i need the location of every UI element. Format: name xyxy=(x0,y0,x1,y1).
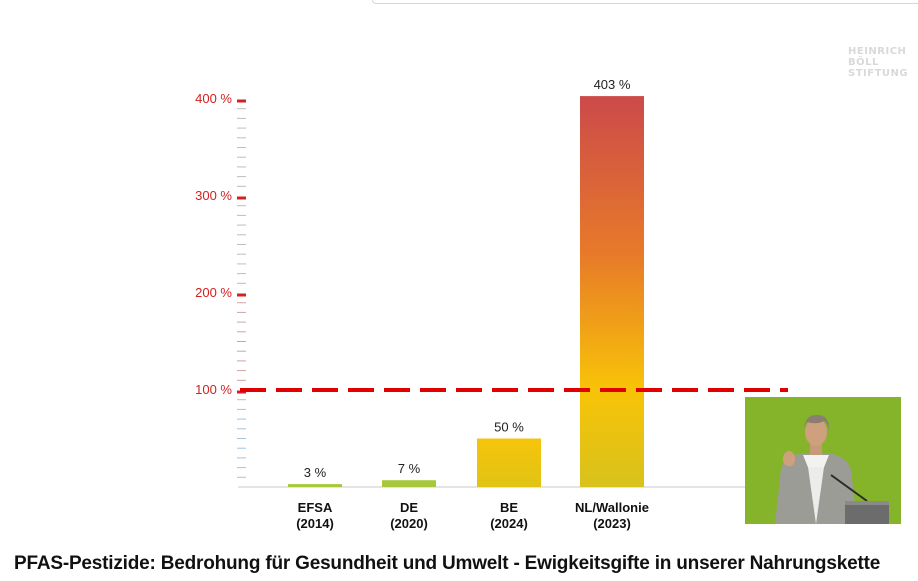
x-category-year: (2014) xyxy=(296,516,334,531)
x-category-label: BE xyxy=(500,500,518,515)
speaker-video-thumbnail[interactable] xyxy=(745,397,901,524)
speaker-illustration xyxy=(745,397,901,524)
logo-line-3: STIFTUNG xyxy=(848,68,909,79)
bar-value-label: 3 % xyxy=(304,465,327,480)
x-category-year: (2020) xyxy=(390,516,428,531)
bar-efsa xyxy=(288,484,342,487)
x-category-year: (2023) xyxy=(593,516,631,531)
y-tick-label: 400 % xyxy=(195,91,232,106)
logo-line-1: HEINRICH xyxy=(848,46,907,57)
y-tick-label: 100 % xyxy=(195,382,232,397)
video-title: PFAS-Pestizide: Bedrohung für Gesundheit… xyxy=(14,553,881,574)
bar-value-label: 7 % xyxy=(398,461,421,476)
x-category-label: NL/Wallonie xyxy=(575,500,649,515)
bar-nl-wallonie xyxy=(580,96,644,487)
bar-be xyxy=(477,438,541,487)
x-category-label: DE xyxy=(400,500,418,515)
x-category-year: (2024) xyxy=(490,516,528,531)
y-tick-label: 200 % xyxy=(195,285,232,300)
y-tick-label: 300 % xyxy=(195,188,232,203)
bar-value-label: 50 % xyxy=(494,420,524,435)
heinrich-boell-stiftung-logo: HEINRICH BÖLL STIFTUNG xyxy=(848,46,908,79)
bar-de xyxy=(382,480,436,487)
browser-toolbar-edge xyxy=(372,0,918,4)
logo-line-2: BÖLL xyxy=(848,57,879,68)
bar-value-label: 403 % xyxy=(594,77,631,92)
x-category-label: EFSA xyxy=(298,500,333,515)
